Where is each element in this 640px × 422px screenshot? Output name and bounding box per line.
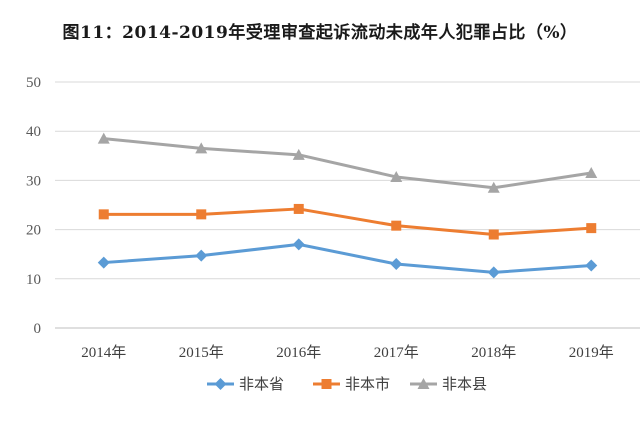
x-tick-label: 2018年 xyxy=(471,344,516,361)
x-tick-label: 2015年 xyxy=(179,344,224,361)
data-point-marker xyxy=(195,249,208,262)
data-point-marker xyxy=(487,181,500,193)
legend-label: 非本省 xyxy=(239,376,284,393)
data-point-marker xyxy=(488,229,499,240)
x-tick-label: 2017年 xyxy=(374,344,419,361)
data-point-marker xyxy=(390,170,403,182)
legend-swatch-marker xyxy=(214,378,227,390)
data-point-marker xyxy=(196,209,207,220)
data-point-marker xyxy=(97,256,110,269)
y-tick-label: 50 xyxy=(26,75,41,91)
y-tick-label: 20 xyxy=(26,223,41,239)
data-point-marker xyxy=(292,148,305,160)
series-line xyxy=(103,137,592,190)
data-point-marker xyxy=(585,259,598,272)
legend-label: 非本市 xyxy=(345,376,390,393)
x-tick-label: 2016年 xyxy=(276,344,321,361)
series-line xyxy=(103,242,592,274)
y-tick-label: 30 xyxy=(26,173,41,189)
y-axis-ticks: 0 10 20 30 40 50 xyxy=(26,75,41,337)
data-point-marker xyxy=(195,142,208,154)
x-axis-ticks: 2014年 2015年 2016年 2017年 2018年 2019年 xyxy=(81,344,614,361)
data-point-marker xyxy=(586,223,597,234)
series-lines xyxy=(97,132,598,279)
series-1 xyxy=(97,238,598,279)
legend-swatch-marker xyxy=(321,379,332,389)
legend-item: 非本市 xyxy=(313,376,390,393)
data-point-marker xyxy=(97,132,110,144)
legend-item: 非本省 xyxy=(207,376,284,393)
legend-swatch-marker xyxy=(417,378,430,389)
gridlines xyxy=(55,81,640,329)
chart-title: 图11：2014-2019年受理审查起诉流动未成年人犯罪占比（%） xyxy=(62,23,578,43)
data-point-marker xyxy=(390,258,403,271)
x-tick-label: 2014年 xyxy=(81,344,126,361)
data-point-marker xyxy=(292,238,305,251)
series-3 xyxy=(97,132,598,193)
legend-item: 非本县 xyxy=(410,376,487,393)
y-tick-label: 0 xyxy=(34,321,42,337)
x-tick-label: 2019年 xyxy=(569,344,614,361)
data-point-marker xyxy=(391,220,402,231)
y-tick-label: 10 xyxy=(26,272,41,288)
data-point-marker xyxy=(293,203,304,214)
legend-label: 非本县 xyxy=(442,376,487,393)
series-2 xyxy=(98,203,597,240)
legend: 非本省 非本市 非本县 xyxy=(207,376,487,393)
data-point-marker xyxy=(487,266,500,279)
series-line xyxy=(103,207,592,237)
data-point-marker xyxy=(585,167,598,179)
data-point-marker xyxy=(98,209,109,220)
y-tick-label: 40 xyxy=(26,124,41,140)
